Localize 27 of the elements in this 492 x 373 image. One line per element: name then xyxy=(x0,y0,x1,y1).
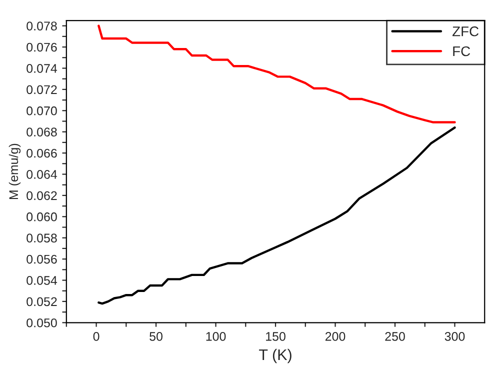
x-tick-label: 250 xyxy=(385,332,405,341)
y-tick-label: 0.064 xyxy=(26,170,58,179)
y-tick-label: 0.052 xyxy=(26,297,57,306)
legend-label: ZFC xyxy=(452,26,479,36)
legend-label: FC xyxy=(453,46,470,56)
y-tick-label: 0.054 xyxy=(26,276,58,285)
y-tick-label: 0.062 xyxy=(26,191,57,200)
line-series xyxy=(98,126,456,305)
x-tick-label: 200 xyxy=(325,332,346,341)
y-tick-label: 0.050 xyxy=(26,318,57,328)
y-tick-label: 0.070 xyxy=(26,106,57,116)
x-tick-label: 0 xyxy=(93,332,100,341)
y-tick-label: 0.056 xyxy=(26,254,57,264)
y-tick-label: 0.074 xyxy=(26,64,58,73)
x-tick-label: 300 xyxy=(444,332,465,341)
x-tick-label: 150 xyxy=(266,332,286,341)
y-tick-label: 0.066 xyxy=(26,148,57,158)
y-tick-label: 0.068 xyxy=(26,128,57,136)
x-tick-label: 100 xyxy=(206,332,226,341)
y-tick-label: 0.078 xyxy=(26,22,57,30)
y-axis-title: M (emu/g) xyxy=(8,144,21,200)
x-axis-title: T (K) xyxy=(259,348,292,364)
y-tick-label: 0.060 xyxy=(26,212,57,222)
y-tick-label: 0.058 xyxy=(26,234,57,242)
y-tick-label: 0.076 xyxy=(26,42,57,52)
x-tick-label: 50 xyxy=(150,332,162,341)
y-tick-label: 0.072 xyxy=(26,85,57,94)
